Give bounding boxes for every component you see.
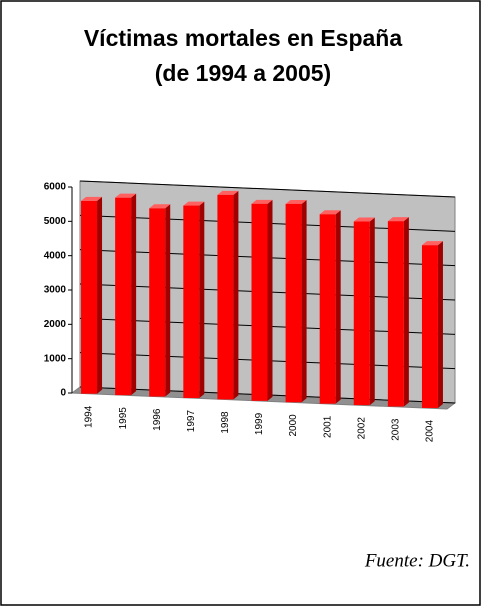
y-tick-label: 5000 (44, 216, 67, 227)
bar-side (131, 193, 137, 396)
x-tick-label: 1998 (220, 411, 231, 434)
bar-side (437, 241, 443, 408)
bar-side (369, 217, 375, 406)
y-tick-label: 0 (60, 388, 66, 399)
bar-top (81, 196, 103, 201)
bar (251, 203, 268, 401)
bar-top (217, 190, 239, 195)
bar (81, 200, 98, 394)
bar-side (165, 204, 171, 397)
x-tick-label: 1995 (118, 407, 129, 430)
bar (421, 245, 438, 408)
bar-top (183, 201, 205, 206)
y-tick-label: 1000 (44, 353, 67, 364)
bar-top (421, 241, 443, 246)
bar-top (285, 199, 307, 204)
x-tick-label: 1996 (152, 408, 163, 431)
y-tick-label: 6000 (44, 182, 67, 193)
bar-top (115, 193, 137, 198)
bar (319, 214, 336, 404)
x-tick-label: 2002 (356, 417, 367, 440)
bar (387, 221, 404, 407)
x-tick-label: 2001 (322, 415, 333, 438)
y-tick-label: 2000 (44, 319, 67, 330)
bar (285, 203, 302, 403)
bar-top (387, 217, 409, 222)
chart-title: Víctimas mortales en España (84, 25, 403, 51)
bar-top (353, 217, 375, 222)
x-tick-label: 2003 (391, 418, 402, 441)
x-tick-label: 2000 (288, 414, 299, 437)
bar-top (149, 204, 171, 209)
bar (149, 208, 166, 397)
bar-side (403, 217, 409, 407)
bar-top (319, 210, 341, 215)
bar (353, 221, 370, 406)
y-tick-label: 3000 (44, 285, 67, 296)
bar (115, 197, 132, 396)
bar-side (233, 190, 239, 400)
bar-side (97, 196, 103, 394)
chart-subtitle: (de 1994 a 2005) (155, 60, 331, 86)
bar (183, 205, 200, 398)
bar-side (267, 199, 273, 401)
grid-line (79, 180, 456, 198)
bar-side (199, 201, 205, 398)
x-tick-label: 1999 (254, 412, 265, 435)
x-tick-label: 1994 (84, 405, 95, 428)
y-tick-label: 4000 (44, 250, 67, 261)
bar-top (251, 199, 273, 204)
x-tick-label: 1997 (186, 410, 197, 433)
bar (217, 194, 234, 400)
bar-side (301, 199, 307, 403)
source: Fuente: DGT. (364, 550, 470, 571)
bar-side (335, 210, 341, 404)
x-tick-label: 2004 (425, 420, 436, 443)
